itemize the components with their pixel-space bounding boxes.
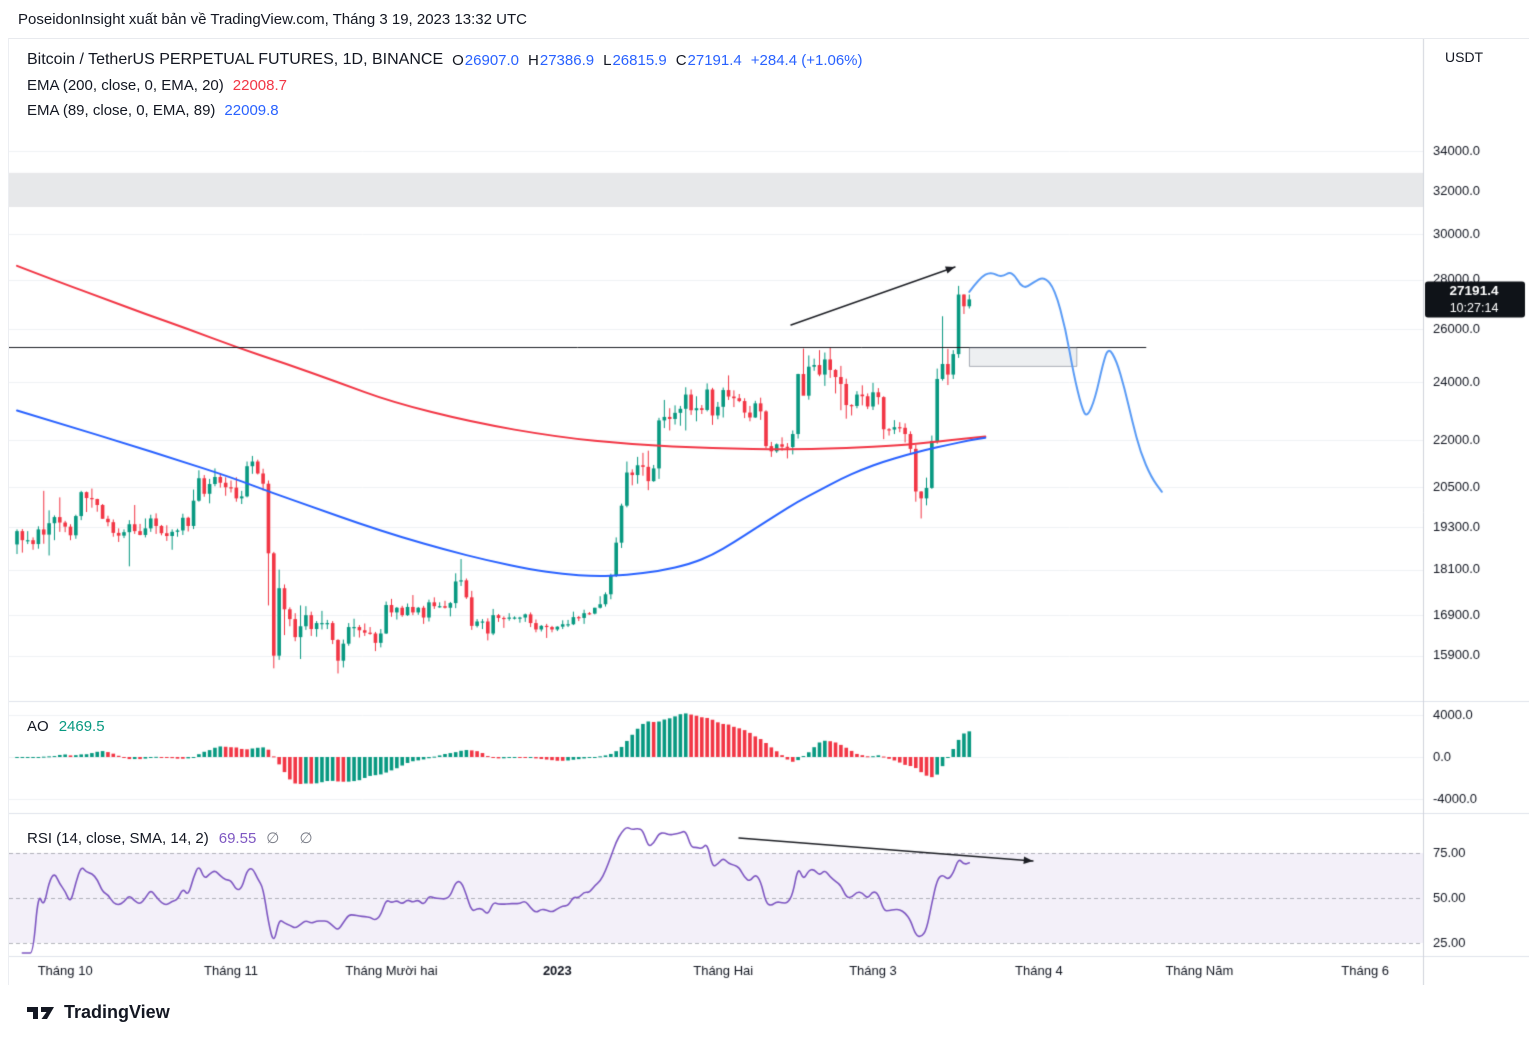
chart-canvas[interactable] xyxy=(9,39,1529,986)
footer: TradingView xyxy=(0,985,1536,1040)
price-axis-currency[interactable]: USDT xyxy=(1445,49,1484,65)
ao-label: AO xyxy=(27,718,49,735)
ema89-label: EMA (89, close, 0, EMA, 89) xyxy=(27,101,216,119)
ohlc-close-value: 27191.4 xyxy=(687,51,742,69)
ohlc-low-value: 26815.9 xyxy=(612,51,667,69)
rsi-hidden-values: ∅ ∅ xyxy=(266,830,321,847)
ohlc-open-key: O xyxy=(452,51,464,69)
rsi-legend-row[interactable]: RSI (14, close, SMA, 14, 2) 69.55 ∅ ∅ xyxy=(27,829,321,848)
ohlc-high-key: H xyxy=(528,51,539,69)
symbol-title: Bitcoin / TetherUS PERPETUAL FUTURES, 1D… xyxy=(27,51,444,68)
ohlc-open-value: 26907.0 xyxy=(464,51,520,69)
rsi-value: 69.55 xyxy=(218,829,257,847)
ema89-value: 22009.8 xyxy=(224,101,279,119)
tradingview-logo-icon[interactable] xyxy=(26,1002,56,1024)
ema200-value: 22008.7 xyxy=(232,76,287,94)
publication-header: PoseidonInsight xuất bản về TradingView.… xyxy=(0,0,1536,38)
chart-legend: Bitcoin / TetherUS PERPETUAL FUTURES, 1D… xyxy=(27,49,863,121)
ohlc-close-key: C xyxy=(675,51,687,69)
ao-value: 2469.5 xyxy=(58,718,105,735)
ohlc-high-value: 27386.9 xyxy=(539,51,595,69)
ema89-legend-row[interactable]: EMA (89, close, 0, EMA, 89) 22009.8 xyxy=(27,99,863,121)
ao-legend-row[interactable]: AO 2469.5 xyxy=(27,718,105,735)
price-change: +284.4 (+1.06%) xyxy=(750,51,863,69)
chart-container: Bitcoin / TetherUS PERPETUAL FUTURES, 1D… xyxy=(8,38,1529,986)
symbol-legend-row[interactable]: Bitcoin / TetherUS PERPETUAL FUTURES, 1D… xyxy=(27,49,863,71)
tradingview-brand[interactable]: TradingView xyxy=(64,1002,170,1022)
rsi-label: RSI (14, close, SMA, 14, 2) xyxy=(27,829,209,847)
ohlc-low-key: L xyxy=(603,51,612,69)
ema200-label: EMA (200, close, 0, EMA, 20) xyxy=(27,76,224,94)
publication-byline: PoseidonInsight xuất bản về TradingView.… xyxy=(18,10,527,28)
ema200-legend-row[interactable]: EMA (200, close, 0, EMA, 20) 22008.7 xyxy=(27,74,863,96)
